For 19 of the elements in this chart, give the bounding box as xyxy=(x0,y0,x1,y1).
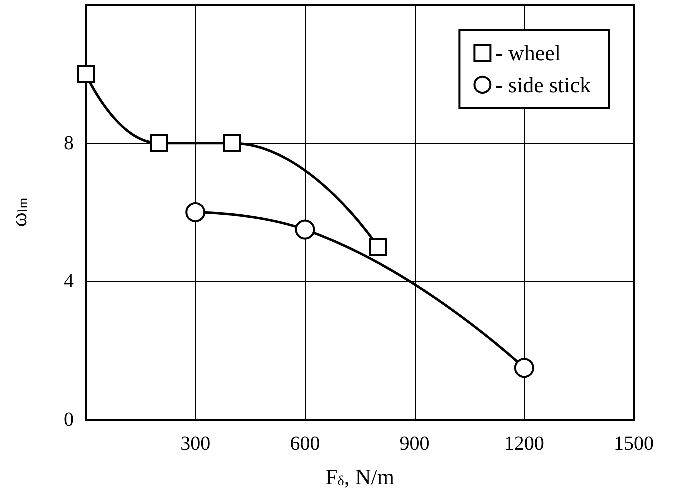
point xyxy=(514,358,534,378)
point xyxy=(150,134,168,152)
x-axis-title: Fδ, N/m xyxy=(326,464,394,490)
legend-label: - wheel xyxy=(496,40,562,66)
point xyxy=(77,65,95,84)
y-axis-title: ωlm xyxy=(6,198,32,228)
x-tick-label: 900 xyxy=(400,433,430,455)
point xyxy=(223,134,242,152)
point xyxy=(369,238,388,256)
legend-label: - side stick xyxy=(496,72,592,98)
x-tick-label: 600 xyxy=(290,433,320,455)
x-tick-label: 1500 xyxy=(614,433,654,455)
x-tick-label: 1200 xyxy=(504,433,544,455)
point xyxy=(295,220,316,240)
y-tick-label: 4 xyxy=(64,270,74,293)
y-tick-label: 8 xyxy=(64,132,74,154)
y-tick-label: 0 xyxy=(64,409,74,431)
point xyxy=(186,202,206,222)
x-tick-label: 300 xyxy=(180,433,211,455)
